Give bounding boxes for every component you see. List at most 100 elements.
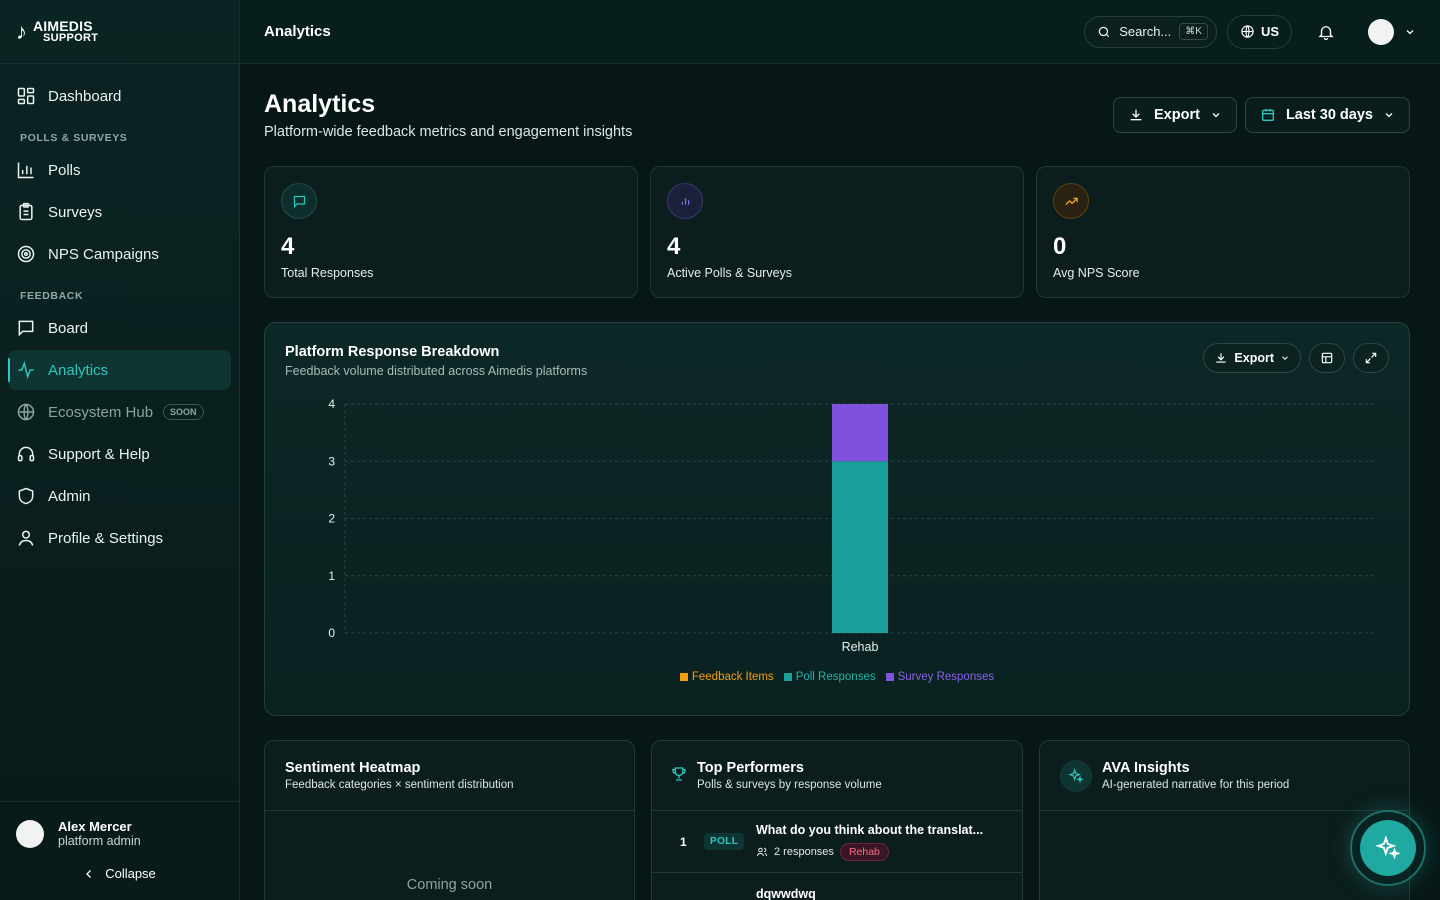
language-selector[interactable]: US <box>1226 14 1292 49</box>
legend-item-feedback[interactable]: Feedback Items <box>679 671 774 683</box>
sidebar-footer: Alex Mercer platform admin Collapse <box>0 801 239 900</box>
sidebar-item-support[interactable]: Support & Help <box>8 434 231 474</box>
sparkles-icon <box>1060 760 1092 792</box>
table-icon <box>1321 352 1333 364</box>
sparkles-icon <box>1375 835 1401 860</box>
search-button[interactable]: Search... ⌘K <box>1084 15 1217 48</box>
search-icon <box>1098 26 1110 37</box>
stat-value: 0 <box>1053 233 1067 260</box>
card-subtitle: AI-generated narrative for this period <box>1102 779 1290 791</box>
sidebar-item-label: Polls <box>48 161 81 179</box>
user-icon <box>18 530 34 546</box>
x-tick-label: Rehab <box>842 640 879 654</box>
export-label: Export <box>1154 107 1200 123</box>
page-title: Analytics <box>264 90 376 118</box>
bottom-row: Sentiment Heatmap Feedback categories × … <box>264 740 1410 900</box>
sidebar-item-label: Ecosystem Hub <box>48 403 154 421</box>
sidebar-item-profile[interactable]: Profile & Settings <box>8 518 231 558</box>
sidebar-item-label: Admin <box>48 487 91 505</box>
legend-label: Survey Responses <box>897 671 995 683</box>
download-icon <box>1216 353 1227 363</box>
date-range-button[interactable]: Last 30 days <box>1244 97 1410 133</box>
date-range-label: Last 30 days <box>1285 107 1373 123</box>
nav-section-feedback: FEEDBACK <box>20 290 84 302</box>
performer-title: What do you think about the translat... <box>756 823 984 837</box>
topbar: Analytics Search... ⌘K US <box>240 0 1440 64</box>
sidebar-item-dashboard[interactable]: Dashboard <box>8 76 231 116</box>
expand-button[interactable] <box>1353 343 1389 373</box>
logo[interactable]: ♪ AIMEDIS SUPPORT <box>0 0 239 64</box>
card-title: AVA Insights <box>1102 760 1190 776</box>
response-breakdown-chart: 0 1 2 3 4 Rehab <box>328 397 1375 654</box>
sidebar: ♪ AIMEDIS SUPPORT Dashboard POLLS & SURV… <box>0 0 240 900</box>
headphones-icon <box>17 446 35 462</box>
performer-title[interactable]: dqwwdwq <box>756 887 816 900</box>
legend-label: Feedback Items <box>691 671 774 683</box>
globe-icon <box>17 403 35 421</box>
topbar-title: Analytics <box>264 23 331 40</box>
shield-icon <box>18 487 34 505</box>
sidebar-item-label: Analytics <box>48 361 109 379</box>
sidebar-item-admin[interactable]: Admin <box>8 476 231 516</box>
sidebar-item-label: Surveys <box>48 203 103 221</box>
stat-value: 4 <box>281 233 295 260</box>
stats-row: 4 Total Responses 4 Active Polls & Surve… <box>264 166 1410 298</box>
notifications-button[interactable] <box>1308 14 1344 50</box>
sidebar-item-polls[interactable]: Polls <box>8 150 231 190</box>
user-role: platform admin <box>58 834 141 848</box>
legend-item-poll[interactable]: Poll Responses <box>783 671 876 683</box>
globe-icon <box>1241 25 1254 38</box>
top-performers-card: Top Performers Polls & surveys by respon… <box>651 740 1023 900</box>
y-tick-label: 4 <box>328 397 335 411</box>
avatar <box>16 819 44 848</box>
export-button[interactable]: Export <box>1113 97 1237 133</box>
message-square-icon <box>18 320 34 337</box>
soon-badge: SOON <box>163 404 204 420</box>
sidebar-nav: Dashboard POLLS & SURVEYS Polls Surveys … <box>0 64 239 572</box>
trending-up-icon <box>1053 183 1089 219</box>
logo-note-icon: ♪ <box>16 18 27 44</box>
bar-segment-poll-responses <box>832 461 888 633</box>
user-name: Alex Mercer <box>58 819 132 834</box>
legend-swatch <box>783 673 792 681</box>
stat-card-active-polls: 4 Active Polls & Surveys <box>650 166 1024 298</box>
card-subtitle: Polls & surveys by response volume <box>697 779 882 791</box>
chart-export-button[interactable]: Export <box>1203 343 1301 373</box>
card-title: Sentiment Heatmap <box>285 760 421 776</box>
logo-line2: SUPPORT <box>43 32 99 44</box>
stat-value: 4 <box>667 233 681 260</box>
collapse-label: Collapse <box>105 866 156 881</box>
ava-assistant-button[interactable] <box>1350 810 1426 886</box>
chevron-down-icon[interactable] <box>1404 26 1416 38</box>
table-view-button[interactable] <box>1309 343 1345 373</box>
sidebar-item-ecosystem[interactable]: Ecosystem Hub SOON <box>8 392 231 432</box>
performer-row[interactable]: 1 POLL What do you think about the trans… <box>652 811 1022 873</box>
target-icon <box>17 245 35 263</box>
chart-export-label: Export <box>1234 351 1274 365</box>
coming-soon-text: Coming soon <box>406 877 493 893</box>
chevron-down-icon <box>1212 113 1220 118</box>
nav-section-polls: POLLS & SURVEYS <box>20 132 128 144</box>
sidebar-item-surveys[interactable]: Surveys <box>8 192 231 232</box>
sidebar-item-label: Dashboard <box>48 87 122 105</box>
stat-label: Active Polls & Surveys <box>667 266 793 280</box>
activity-icon <box>18 360 34 380</box>
card-subtitle: Feedback categories × sentiment distribu… <box>285 779 514 791</box>
sidebar-item-nps[interactable]: NPS Campaigns <box>8 234 231 274</box>
y-tick-label: 1 <box>328 569 335 583</box>
bar-chart-icon <box>667 183 703 219</box>
bell-icon <box>1318 25 1334 40</box>
search-shortcut: ⌘K <box>1179 23 1208 40</box>
ava-insights-card: AVA Insights AI-generated narrative for … <box>1039 740 1410 900</box>
dashboard-icon <box>17 87 35 105</box>
sidebar-item-label: Support & Help <box>48 445 150 463</box>
logo-line1: AIMEDIS <box>33 18 93 34</box>
sidebar-item-analytics[interactable]: Analytics <box>8 350 231 390</box>
sidebar-item-board[interactable]: Board <box>8 308 231 348</box>
legend-item-survey[interactable]: Survey Responses <box>885 671 995 683</box>
user-avatar-button[interactable] <box>1368 18 1394 45</box>
collapse-button[interactable]: Collapse <box>0 866 239 881</box>
user-profile[interactable]: Alex Mercer platform admin <box>0 802 239 848</box>
expand-icon <box>1365 352 1377 364</box>
stat-card-avg-nps: 0 Avg NPS Score <box>1036 166 1410 298</box>
